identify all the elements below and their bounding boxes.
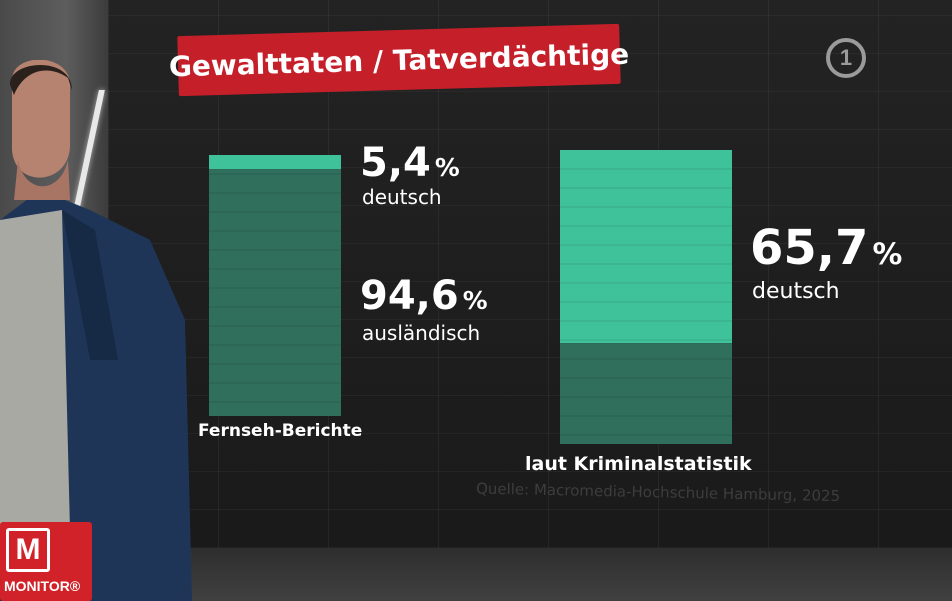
series-label: deutsch bbox=[362, 185, 442, 209]
category-label: laut Kriminalstatistik bbox=[525, 453, 752, 475]
value-label: 5,4 bbox=[360, 140, 431, 186]
bar-2-ausländisch bbox=[560, 343, 732, 444]
bar-2-deutsch bbox=[560, 150, 732, 344]
series-label: deutsch bbox=[752, 279, 840, 304]
presenter-figure bbox=[0, 60, 192, 601]
percent-unit: % bbox=[435, 153, 460, 182]
bar-1-deutsch bbox=[209, 155, 341, 170]
monitor-mic-block: M MONITOR® bbox=[0, 522, 92, 601]
program-name: MONITOR® bbox=[4, 578, 81, 594]
monitor-logo-icon: M bbox=[6, 528, 50, 572]
series-label: ausländisch bbox=[362, 321, 480, 345]
percent-unit: % bbox=[872, 237, 902, 272]
ard-logo-icon: 1 bbox=[826, 38, 866, 78]
studio-floor bbox=[108, 548, 952, 601]
value-label: 94,6 bbox=[360, 273, 459, 319]
category-label: Fernseh-Berichte bbox=[198, 421, 362, 441]
percent-unit: % bbox=[463, 286, 488, 315]
bar-1-ausländisch bbox=[209, 169, 341, 416]
value-label: 65,7 bbox=[750, 220, 868, 276]
